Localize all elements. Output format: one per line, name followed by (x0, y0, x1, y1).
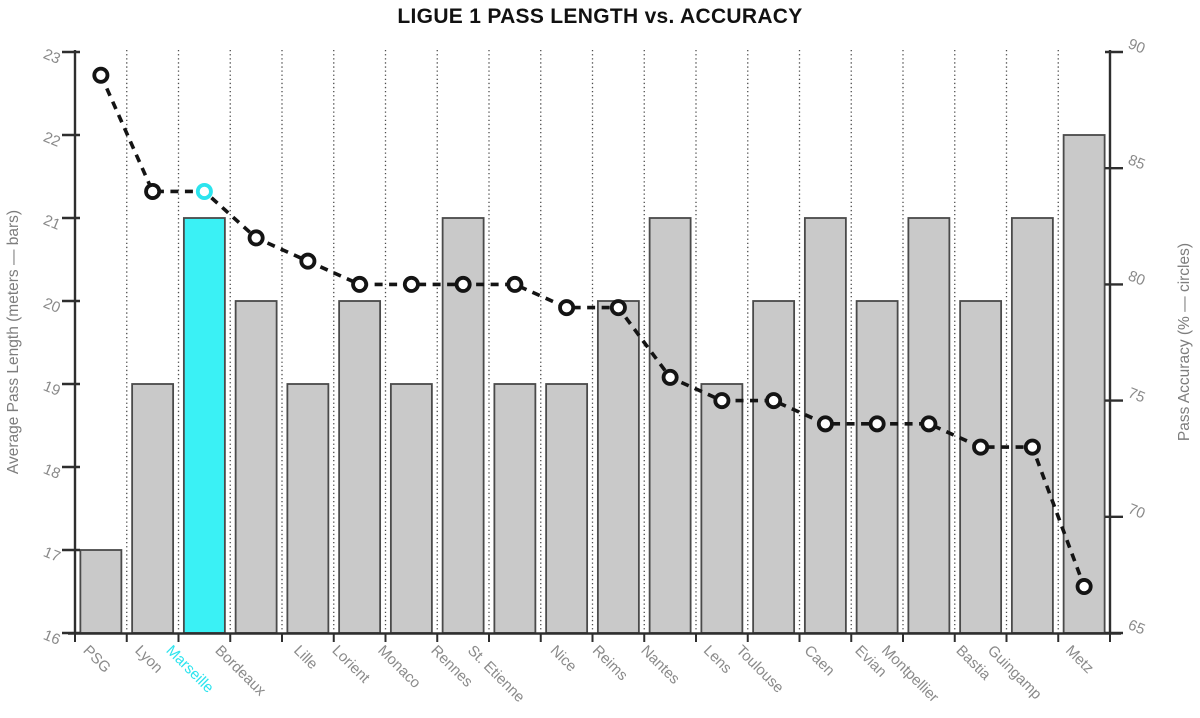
bar-St. Etienne (493, 383, 537, 634)
marker-Lille (299, 252, 317, 270)
marker-Rennes (454, 275, 472, 293)
bar-Evian (855, 300, 899, 634)
bar-Bastia (959, 300, 1003, 634)
bar-Reims (596, 300, 640, 634)
marker-PSG (92, 66, 110, 84)
bar-PSG (79, 549, 123, 634)
marker-Reims (609, 299, 627, 317)
marker-Monaco (402, 275, 420, 293)
bar-Monaco (389, 383, 433, 634)
marker-Caen (816, 415, 834, 433)
marker-Metz (1075, 578, 1093, 596)
marker-Montpellier (920, 415, 938, 433)
marker-Marseille (195, 182, 213, 200)
bar-Lorient (338, 300, 382, 634)
marker-Guingamp (1023, 438, 1041, 456)
bar-Lens (700, 383, 744, 634)
marker-Lyon (144, 182, 162, 200)
marker-Evian (868, 415, 886, 433)
marker-Lorient (351, 275, 369, 293)
bar-Marseille (182, 217, 226, 634)
marker-Bastia (972, 438, 990, 456)
bar-Lille (286, 383, 330, 634)
marker-Nice (558, 299, 576, 317)
bar-Lyon (131, 383, 175, 634)
bar-Nantes (648, 217, 692, 634)
marker-St. Etienne (506, 275, 524, 293)
bar-Toulouse (752, 300, 796, 634)
marker-Lens (713, 392, 731, 410)
marker-Toulouse (765, 392, 783, 410)
bar-Metz (1062, 134, 1106, 634)
marker-Nantes (661, 368, 679, 386)
marker-Bordeaux (247, 229, 265, 247)
bar-Bordeaux (234, 300, 278, 634)
accuracy-line (99, 74, 1086, 588)
bar-Guingamp (1010, 217, 1054, 634)
chart-title: LIGUE 1 PASS LENGTH vs. ACCURACY (397, 5, 803, 28)
bar-Nice (545, 383, 589, 634)
